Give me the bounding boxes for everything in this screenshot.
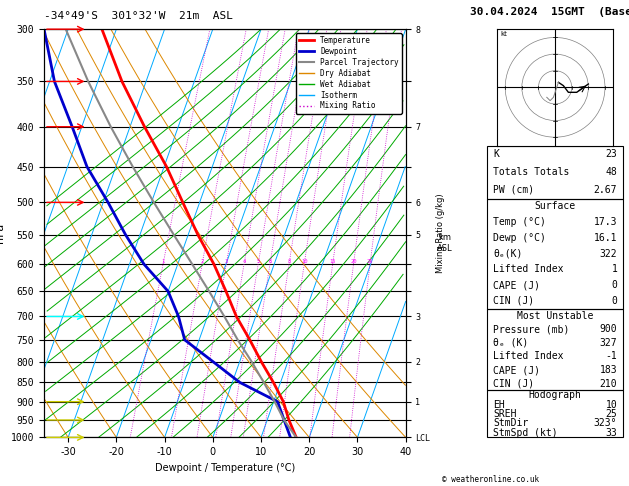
Text: 900: 900: [599, 324, 617, 334]
Text: 210: 210: [599, 379, 617, 389]
Text: 183: 183: [599, 365, 617, 375]
Text: K: K: [493, 149, 499, 159]
Text: 20: 20: [350, 259, 357, 264]
Text: Lifted Index: Lifted Index: [493, 264, 564, 275]
Text: 23: 23: [606, 149, 617, 159]
Text: 17.3: 17.3: [594, 217, 617, 227]
X-axis label: Dewpoint / Temperature (°C): Dewpoint / Temperature (°C): [155, 463, 295, 473]
Text: 0: 0: [611, 296, 617, 306]
Bar: [487, 309, 623, 390]
Text: 3: 3: [225, 259, 228, 264]
Text: 10: 10: [606, 399, 617, 410]
Text: Most Unstable: Most Unstable: [517, 311, 593, 321]
Text: Totals Totals: Totals Totals: [493, 167, 569, 177]
Text: Mixing Ratio (g/kg): Mixing Ratio (g/kg): [436, 193, 445, 273]
Text: CAPE (J): CAPE (J): [493, 280, 540, 290]
Text: 16.1: 16.1: [594, 233, 617, 243]
Text: Temp (°C): Temp (°C): [493, 217, 546, 227]
Legend: Temperature, Dewpoint, Parcel Trajectory, Dry Adiabat, Wet Adiabat, Isotherm, Mi: Temperature, Dewpoint, Parcel Trajectory…: [296, 33, 402, 114]
Text: 322: 322: [599, 249, 617, 259]
Text: 33: 33: [606, 428, 617, 438]
Text: 1: 1: [162, 259, 165, 264]
Y-axis label: km
ASL: km ASL: [437, 233, 452, 253]
Text: Surface: Surface: [535, 202, 576, 211]
Text: 10: 10: [301, 259, 308, 264]
Text: Lifted Index: Lifted Index: [493, 351, 564, 362]
Text: 323°: 323°: [594, 418, 617, 428]
Text: 15: 15: [330, 259, 336, 264]
Text: kt: kt: [500, 31, 507, 37]
Text: CAPE (J): CAPE (J): [493, 365, 540, 375]
Text: 5: 5: [257, 259, 260, 264]
Text: θₑ(K): θₑ(K): [493, 249, 522, 259]
Text: 48: 48: [606, 167, 617, 177]
Text: PW (cm): PW (cm): [493, 185, 534, 195]
Text: Dewp (°C): Dewp (°C): [493, 233, 546, 243]
Text: 2: 2: [201, 259, 204, 264]
Text: CIN (J): CIN (J): [493, 296, 534, 306]
Text: 8: 8: [287, 259, 291, 264]
Text: -1: -1: [606, 351, 617, 362]
Text: 6: 6: [269, 259, 272, 264]
Text: Hodograph: Hodograph: [528, 390, 582, 400]
Text: 4: 4: [242, 259, 245, 264]
Text: 25: 25: [606, 409, 617, 419]
Text: SREH: SREH: [493, 409, 516, 419]
Text: 25: 25: [367, 259, 373, 264]
Text: θₑ (K): θₑ (K): [493, 338, 528, 348]
Bar: [487, 145, 623, 199]
Text: 2.67: 2.67: [594, 185, 617, 195]
Text: 1: 1: [611, 264, 617, 275]
Text: CIN (J): CIN (J): [493, 379, 534, 389]
Text: © weatheronline.co.uk: © weatheronline.co.uk: [442, 474, 539, 484]
Bar: [487, 390, 623, 437]
Bar: [487, 199, 623, 309]
Text: StmSpd (kt): StmSpd (kt): [493, 428, 557, 438]
Text: 30.04.2024  15GMT  (Base: 06): 30.04.2024 15GMT (Base: 06): [470, 7, 629, 17]
Text: 327: 327: [599, 338, 617, 348]
Text: -34°49'S  301°32'W  21m  ASL: -34°49'S 301°32'W 21m ASL: [44, 11, 233, 21]
Text: EH: EH: [493, 399, 504, 410]
Y-axis label: hPa: hPa: [0, 223, 5, 243]
Text: StmDir: StmDir: [493, 418, 528, 428]
Text: 0: 0: [611, 280, 617, 290]
Text: Pressure (mb): Pressure (mb): [493, 324, 569, 334]
